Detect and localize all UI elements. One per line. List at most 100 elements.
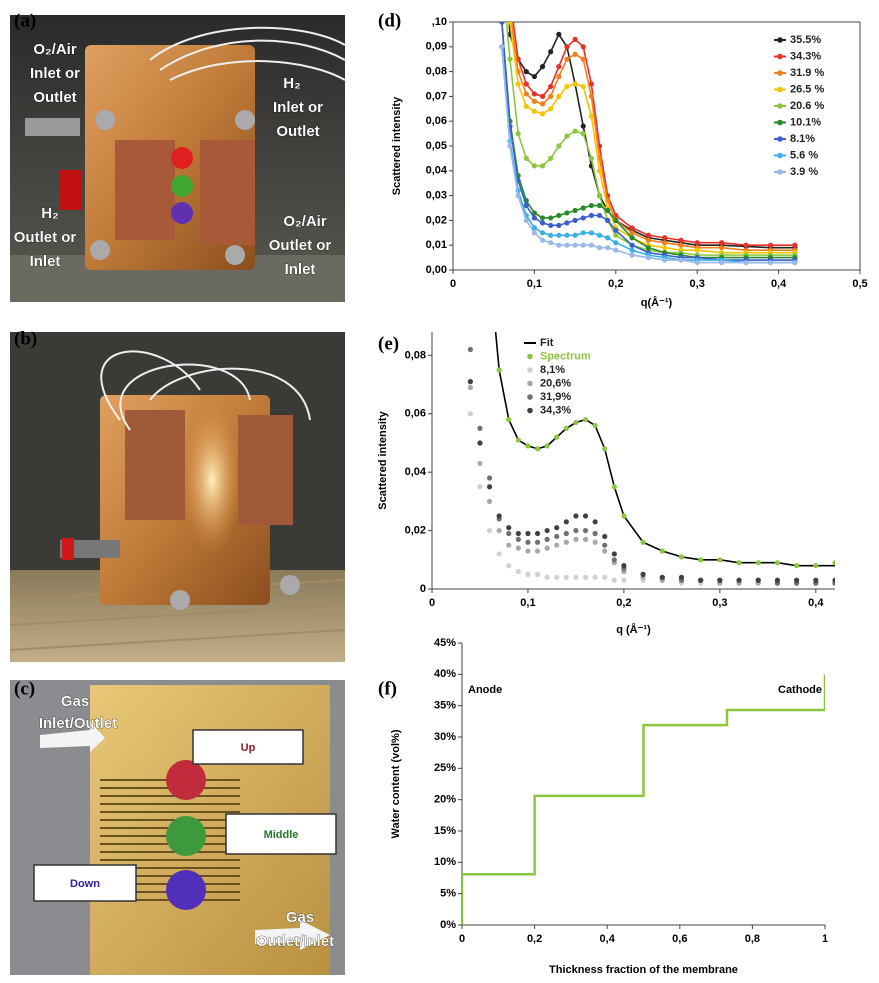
legend-label: 8.1% <box>790 133 815 145</box>
data-point <box>540 64 545 69</box>
series-line <box>502 47 795 263</box>
data-point <box>564 133 569 138</box>
x-tick-label: 0,6 <box>672 933 687 945</box>
data-point <box>583 528 588 533</box>
data-point <box>487 528 492 533</box>
data-point <box>573 243 578 248</box>
data-point <box>573 52 578 57</box>
data-point <box>593 540 598 545</box>
legend-swatch <box>777 120 783 126</box>
data-point <box>573 575 578 580</box>
data-point <box>532 215 537 220</box>
data-point <box>573 513 578 518</box>
data-point <box>605 245 610 250</box>
data-point <box>556 64 561 69</box>
data-point <box>613 218 618 223</box>
data-point <box>597 168 602 173</box>
legend-label: 20.6 % <box>790 100 824 112</box>
data-point <box>640 572 645 577</box>
data-point <box>581 215 586 220</box>
data-point <box>581 124 586 129</box>
x-tick-label: 0,3 <box>690 278 705 290</box>
y-tick-label: 0,07 <box>426 90 447 102</box>
data-point <box>535 446 540 451</box>
data-point <box>768 243 773 248</box>
data-point <box>629 243 634 248</box>
panel-letter: (e) <box>378 333 399 354</box>
data-point <box>556 213 561 218</box>
data-point <box>573 528 578 533</box>
data-point <box>602 534 607 539</box>
series-line <box>502 47 795 263</box>
caption: Outlet <box>276 123 319 140</box>
x-tick-label: 0,4 <box>808 597 824 609</box>
data-point <box>532 163 537 168</box>
data-point <box>792 260 797 265</box>
data-point <box>581 243 586 248</box>
data-point <box>613 240 618 245</box>
data-point <box>540 220 545 225</box>
data-point <box>516 569 521 574</box>
legend-label: 31,9% <box>540 391 571 403</box>
data-point <box>573 537 578 542</box>
data-point <box>516 537 521 542</box>
data-point <box>540 111 545 116</box>
data-point <box>545 537 550 542</box>
data-point <box>524 91 529 96</box>
caption: Outlet or <box>14 229 77 246</box>
caption: Outlet/Inlet <box>256 933 334 950</box>
data-point <box>662 245 667 250</box>
data-point <box>535 540 540 545</box>
plot <box>462 674 825 925</box>
legend-label: 20,6% <box>540 377 571 389</box>
data-point <box>540 94 545 99</box>
data-point <box>646 255 651 260</box>
data-point <box>597 245 602 250</box>
data-point <box>593 519 598 524</box>
data-point <box>717 557 722 562</box>
data-point <box>532 99 537 104</box>
data-point <box>597 213 602 218</box>
data-point <box>629 225 634 230</box>
data-point <box>640 540 645 545</box>
zone-label: Up <box>241 742 256 754</box>
panel-letter: (b) <box>14 328 37 349</box>
y-tick-label: 0,08 <box>426 66 447 78</box>
caption: O₂/Air <box>283 213 327 230</box>
legend-label: 31.9 % <box>790 67 824 79</box>
x-tick-label: 0,8 <box>745 933 760 945</box>
data-point <box>548 240 553 245</box>
data-point <box>768 260 773 265</box>
data-point <box>499 19 504 24</box>
legend-label: 26.5 % <box>790 83 824 95</box>
data-point <box>660 575 665 580</box>
zone-label: Middle <box>264 829 299 841</box>
x-tick-label: 0,4 <box>771 278 787 290</box>
data-point <box>532 230 537 235</box>
data-point <box>540 215 545 220</box>
data-point <box>581 230 586 235</box>
legend-label: Fit <box>540 337 554 349</box>
data-point <box>593 423 598 428</box>
data-point <box>524 69 529 74</box>
x-tick-label: 0,1 <box>520 597 535 609</box>
data-point <box>477 426 482 431</box>
data-point <box>612 557 617 562</box>
data-point <box>468 411 473 416</box>
y-tick-label: 0,01 <box>426 239 447 251</box>
data-point <box>497 551 502 556</box>
legend-label: Spectrum <box>540 350 591 362</box>
legend-swatch <box>777 70 783 76</box>
data-point <box>583 417 588 422</box>
y-tick-label: 0% <box>440 919 456 931</box>
data-point <box>477 461 482 466</box>
legend-swatch <box>777 54 783 60</box>
data-point <box>743 260 748 265</box>
data-point <box>662 257 667 262</box>
data-point <box>545 546 550 551</box>
data-point <box>646 233 651 238</box>
data-point <box>593 531 598 536</box>
series-line <box>502 22 795 260</box>
x-tick-label: 0,5 <box>852 278 867 290</box>
data-point <box>573 233 578 238</box>
